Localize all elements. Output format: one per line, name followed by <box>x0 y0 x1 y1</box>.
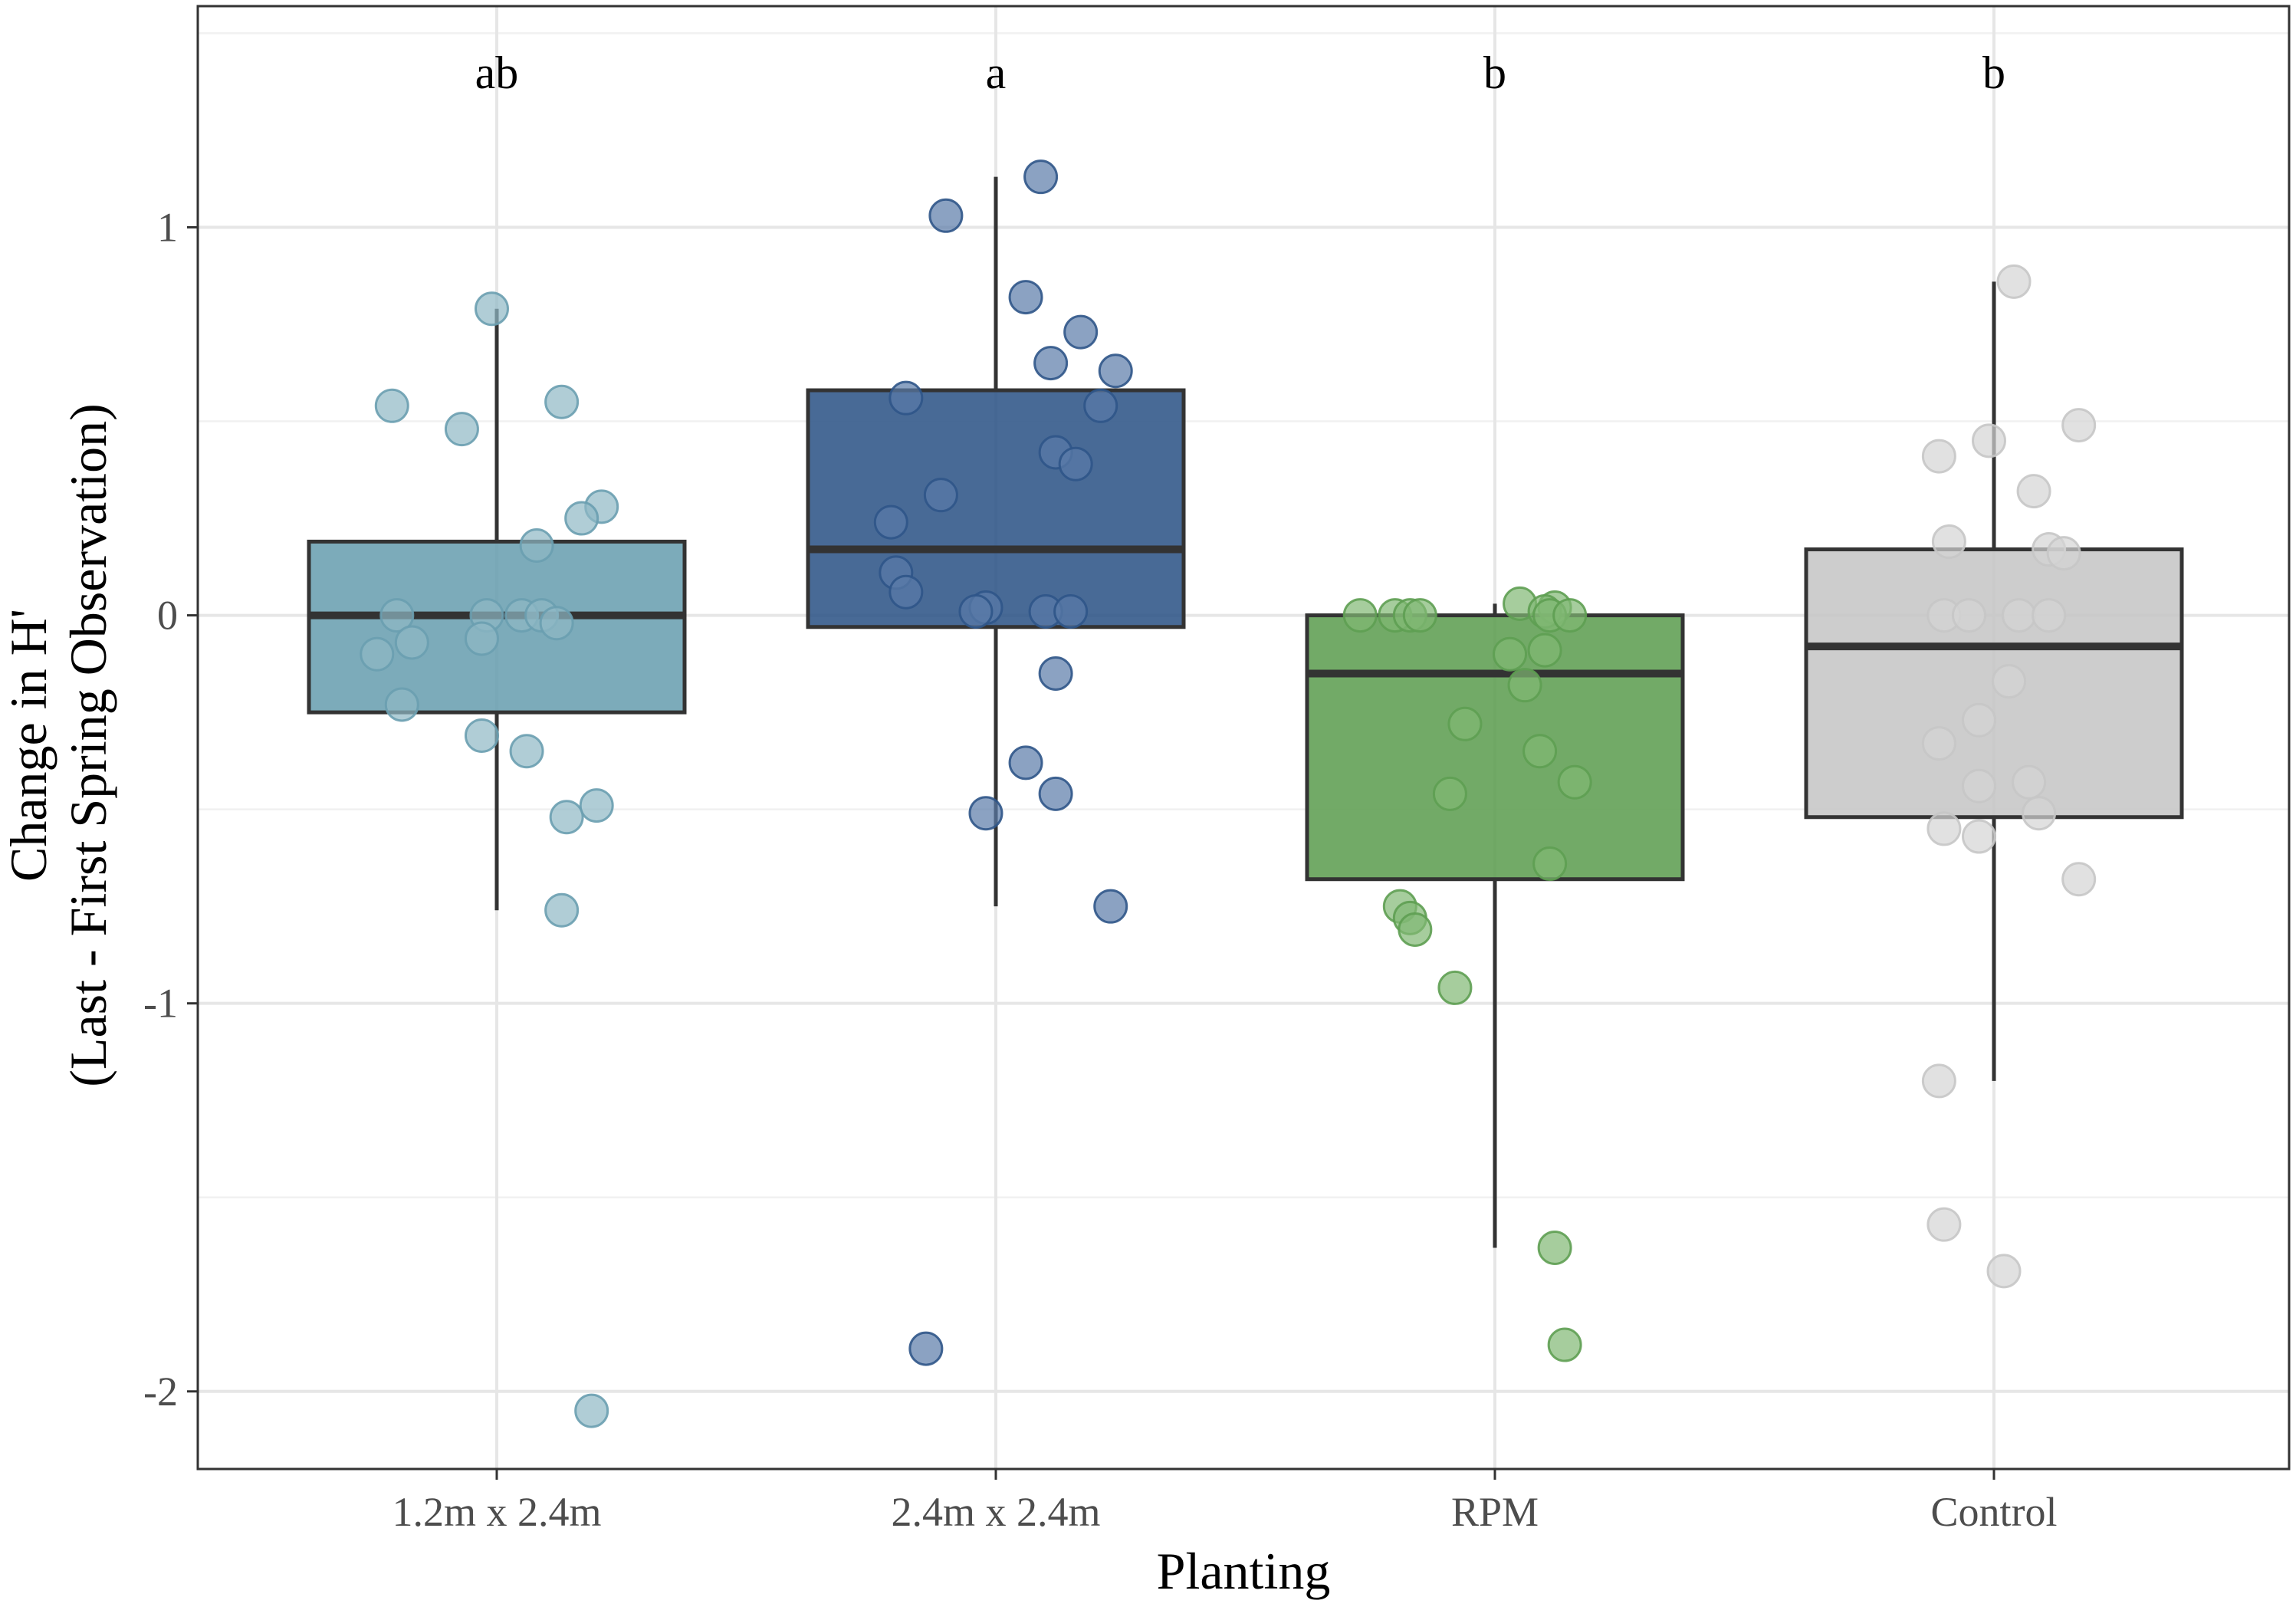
x-tick-label: 2.4m x 2.4m <box>891 1489 1100 1535</box>
y-tick-label: 0 <box>157 593 178 639</box>
x-tick-label: 1.2m x 2.4m <box>392 1489 601 1535</box>
data-point <box>574 1393 609 1428</box>
data-point <box>474 291 509 327</box>
data-point <box>1507 668 1542 703</box>
data-point <box>1447 706 1483 741</box>
data-point <box>2022 796 2057 831</box>
data-point <box>544 384 580 419</box>
significance-letter: b <box>1483 48 1506 98</box>
data-point <box>2046 536 2081 571</box>
data-point <box>1058 446 1093 481</box>
data-point <box>1527 633 1562 668</box>
data-point <box>1547 1327 1582 1362</box>
data-point <box>889 574 924 610</box>
significance-letter: ab <box>475 48 519 98</box>
data-point <box>2061 408 2097 443</box>
data-point <box>1961 819 1996 854</box>
data-point <box>908 1331 944 1366</box>
data-point <box>1493 636 1528 672</box>
data-point <box>1921 726 1956 761</box>
data-point <box>1098 353 1133 389</box>
data-point <box>539 606 574 641</box>
data-point <box>549 800 584 835</box>
data-point <box>1971 423 2006 458</box>
data-point <box>1961 768 1996 804</box>
data-point <box>1931 524 1966 559</box>
data-point <box>1532 846 1568 881</box>
data-point <box>464 718 499 753</box>
y-axis-title-line1: Change in H' <box>0 609 57 882</box>
data-point <box>1402 598 1437 633</box>
data-point <box>1921 439 1956 474</box>
x-tick-label: RPM <box>1451 1489 1539 1535</box>
panel-border <box>196 5 2291 1471</box>
data-point <box>1522 734 1558 769</box>
x-tick-label: Control <box>1930 1489 2057 1535</box>
data-point <box>394 625 429 660</box>
data-point <box>444 412 479 447</box>
data-point <box>873 504 908 540</box>
x-axis-title: Planting <box>1157 1542 1331 1600</box>
data-point <box>384 687 419 722</box>
data-point <box>1557 764 1592 800</box>
data-point <box>1432 776 1467 811</box>
data-point <box>1921 1063 1956 1099</box>
data-point <box>1038 776 1073 811</box>
data-point <box>889 380 924 416</box>
y-tick-label: -2 <box>143 1369 178 1415</box>
data-point <box>1093 889 1128 924</box>
significance-letters: ab a b b <box>475 48 2005 98</box>
y-tick-label: 1 <box>157 204 178 250</box>
data-point <box>1023 159 1059 195</box>
y-axis-title: Change in H' (Last - First Spring Observ… <box>0 403 117 1086</box>
data-point <box>1398 912 1433 948</box>
data-point <box>958 594 994 629</box>
data-point <box>379 598 415 633</box>
data-point <box>509 734 544 769</box>
data-point <box>1926 1207 1962 1242</box>
data-point <box>1083 388 1118 423</box>
data-point <box>1038 656 1073 691</box>
data-point <box>519 527 554 563</box>
data-point <box>1986 1254 2022 1289</box>
data-point <box>2032 598 2067 633</box>
data-point <box>1053 594 1089 629</box>
data-point <box>1961 702 1996 738</box>
data-point <box>2012 764 2047 800</box>
data-point <box>464 621 499 656</box>
data-point <box>544 892 580 928</box>
significance-letter: b <box>1982 48 2005 98</box>
significance-letter: a <box>986 48 1007 98</box>
data-point <box>968 796 1003 831</box>
data-point <box>1008 280 1043 315</box>
data-point <box>1437 970 1473 1005</box>
data-point <box>1537 1231 1572 1266</box>
data-point <box>579 788 614 823</box>
data-point <box>1008 745 1043 780</box>
y-tick-label: -1 <box>143 981 178 1027</box>
data-point <box>2002 598 2037 633</box>
data-point <box>564 501 599 536</box>
data-point <box>2061 862 2097 897</box>
data-point <box>1951 598 1986 633</box>
data-point <box>923 478 958 513</box>
box-layer <box>307 176 2184 1248</box>
data-point <box>1033 346 1069 381</box>
data-point <box>374 388 409 423</box>
data-point <box>1926 811 1962 846</box>
data-point <box>360 636 395 672</box>
data-point <box>2016 474 2051 509</box>
box-iqr <box>806 388 1186 629</box>
data-point <box>1552 598 1588 633</box>
jitter-points <box>360 159 2097 1428</box>
data-point <box>1342 598 1378 633</box>
y-axis-title-line2: (Last - First Spring Observation) <box>59 403 117 1086</box>
data-point <box>928 198 964 233</box>
data-point <box>1063 314 1099 350</box>
axes: -2 -1 0 1 1.2m x 2.4m 2.4m x 2.4m RPM Control <box>143 204 2057 1535</box>
data-point <box>1992 664 2027 699</box>
data-point <box>1996 264 2032 299</box>
